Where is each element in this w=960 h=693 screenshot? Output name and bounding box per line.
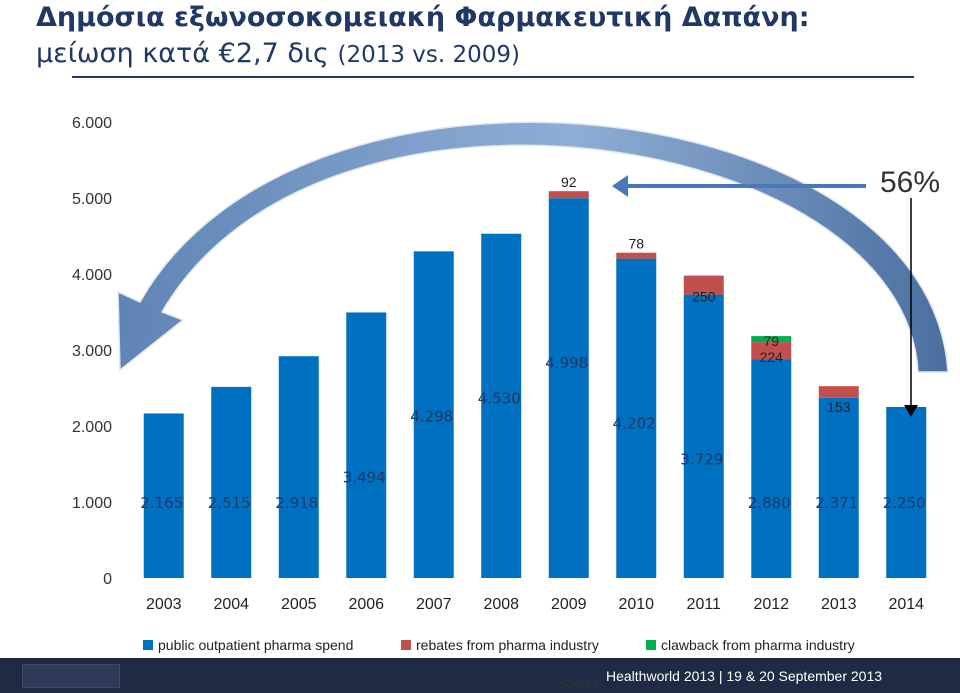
title-line-2: μείωση κατά €2,7 δις (2013 vs. 2009) — [36, 38, 520, 69]
value-label: 4.202 — [613, 415, 656, 433]
x-tick-label: 2003 — [146, 596, 182, 613]
bar-rebates — [683, 275, 724, 295]
data-labels: 2.165 2.515 2.918 3.494 4.298 4.530 4.998 92 4.2… — [140, 174, 925, 512]
footer-logo — [22, 664, 120, 688]
bar-rebates — [548, 191, 589, 199]
footer-event-text: Healthworld 2013 | 19 & 20 September 201… — [606, 668, 883, 684]
bar-public-spend — [616, 258, 657, 578]
big-curved-arrow — [117, 121, 949, 373]
value-label: 3.729 — [680, 451, 723, 469]
y-tick-label: 1.000 — [72, 495, 112, 512]
title-line-2-sub: (2013 vs. 2009) — [337, 42, 521, 68]
y-tick-label: 2.000 — [72, 419, 112, 436]
bar-public-spend — [751, 359, 792, 578]
bar-rebates — [818, 386, 859, 398]
value-label: 2.165 — [140, 494, 183, 512]
x-tick-label: 2005 — [281, 596, 317, 613]
x-tick-label: 2007 — [416, 596, 452, 613]
x-tick-label: 2011 — [687, 596, 722, 613]
x-tick-label: 2008 — [483, 596, 519, 613]
x-axis: 2003 2004 2005 2006 2007 2008 2009 2010 2011 2012… — [146, 596, 924, 613]
x-tick-label: 2014 — [888, 596, 924, 613]
bar-rebates — [751, 342, 792, 360]
x-tick-label: 2010 — [618, 596, 654, 613]
y-tick-label: 6.000 — [72, 115, 112, 132]
value-label: 4.998 — [545, 354, 588, 372]
annotation-text: 56% — [880, 166, 940, 199]
rebate-label: 250 — [692, 289, 716, 305]
annotation-arrowhead — [904, 405, 918, 417]
y-tick-label: 0 — [103, 571, 112, 588]
clawback-label: 79 — [763, 333, 779, 349]
value-label: 2.250 — [883, 494, 926, 512]
y-tick-label: 3.000 — [72, 343, 112, 360]
legend-label: rebates from pharma industry — [416, 637, 599, 653]
bar-public-spend — [683, 294, 724, 578]
bar-clawback — [751, 336, 792, 343]
small-arrow-head — [612, 175, 628, 197]
legend: public outpatient pharma spend rebates fr… — [143, 637, 855, 653]
x-tick-label: 2004 — [213, 596, 249, 613]
value-label: 2.371 — [815, 494, 858, 512]
y-tick-label: 5.000 — [72, 191, 112, 208]
bar-public-spend — [886, 407, 927, 578]
bar-public-spend — [481, 233, 522, 578]
bar-public-spend — [346, 312, 387, 578]
value-label: 2.515 — [208, 494, 251, 512]
legend-swatch — [646, 640, 656, 650]
title-underline — [72, 76, 914, 78]
y-tick-label: 4.000 — [72, 267, 112, 284]
value-label: 4.298 — [410, 407, 453, 425]
x-tick-label: 2006 — [348, 596, 384, 613]
value-label: 2.918 — [275, 494, 318, 512]
x-tick-label: 2012 — [753, 596, 789, 613]
legend-swatch — [401, 640, 411, 650]
bar-public-spend — [278, 356, 319, 578]
y-axis: 0 1.000 2.000 3.000 4.000 5.000 6.000 — [72, 115, 112, 588]
legend-label: public outpatient pharma spend — [158, 637, 353, 653]
bar-public-spend — [211, 386, 252, 578]
title-line-2-main: μείωση κατά €2,7 δις — [36, 38, 329, 69]
bar-public-spend — [413, 251, 454, 579]
title-line-1: Δημόσια εξωνοσοκομειακή Φαρμακευτική Δαπ… — [36, 2, 810, 33]
legend-swatch — [143, 640, 153, 650]
rebate-label: 153 — [827, 399, 851, 415]
source-text: Source: — [558, 676, 603, 691]
x-tick-label: 2013 — [821, 596, 857, 613]
bar-public-spend — [143, 413, 184, 578]
value-label: 4.530 — [478, 390, 521, 408]
bar-public-spend — [548, 198, 589, 579]
bar-public-spend — [818, 397, 859, 578]
bars — [143, 191, 927, 579]
bar-rebates — [616, 252, 657, 259]
footer-bar — [0, 658, 960, 693]
rebate-label: 92 — [561, 174, 577, 190]
legend-label: clawback from pharma industry — [661, 637, 855, 653]
rebate-label: 224 — [760, 349, 784, 365]
value-label: 3.494 — [343, 468, 386, 486]
value-label: 2.880 — [748, 494, 791, 512]
rebate-label: 78 — [628, 236, 644, 252]
x-tick-label: 2009 — [551, 596, 587, 613]
